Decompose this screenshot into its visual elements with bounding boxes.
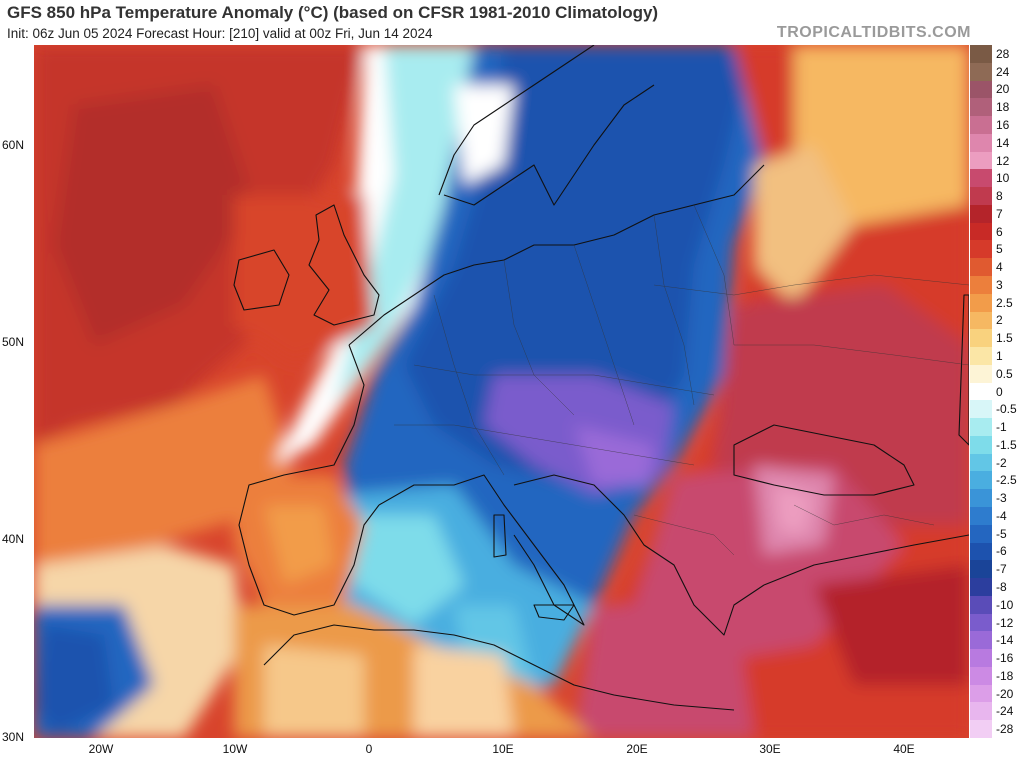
colorbar-label: 10 xyxy=(996,171,1010,186)
colorbar-swatch xyxy=(970,453,992,472)
colorbar-label: 7 xyxy=(996,206,1003,221)
colorbar-label: 16 xyxy=(996,117,1010,132)
lat-label-30n: 30N xyxy=(2,730,25,744)
colorbar-swatch xyxy=(970,133,992,153)
colorbar-swatch xyxy=(970,98,992,117)
anomaly-field xyxy=(34,45,969,738)
colorbar-label: 14 xyxy=(996,135,1010,150)
colorbar-swatch xyxy=(970,400,992,419)
colorbar xyxy=(970,45,992,739)
colorbar-label: 0.5 xyxy=(996,366,1013,381)
colorbar-swatch xyxy=(970,169,992,188)
colorbar-label: 8 xyxy=(996,189,1003,204)
colorbar-swatch xyxy=(970,524,992,544)
colorbar-swatch xyxy=(970,649,992,668)
colorbar-swatch xyxy=(970,702,992,721)
colorbar-swatch xyxy=(970,293,992,313)
lon-label-30e: 30E xyxy=(759,742,781,756)
colorbar-swatch xyxy=(970,684,992,703)
colorbar-label: -7 xyxy=(996,562,1007,577)
colorbar-swatch xyxy=(970,666,992,686)
colorbar-swatch xyxy=(970,613,992,632)
colorbar-swatch xyxy=(970,435,992,455)
colorbar-label: -3 xyxy=(996,491,1007,506)
colorbar-swatch xyxy=(970,507,992,526)
colorbar-swatch xyxy=(970,418,992,437)
forecast-info: Init: 06z Jun 05 2024 Forecast Hour: [21… xyxy=(7,26,433,41)
colorbar-swatch xyxy=(970,62,992,82)
colorbar-label: -8 xyxy=(996,579,1007,594)
colorbar-label: -24 xyxy=(996,704,1014,719)
colorbar-swatch xyxy=(970,560,992,579)
colorbar-label: -5 xyxy=(996,526,1007,541)
lon-label-20w: 20W xyxy=(88,742,114,756)
colorbar-label: 2.5 xyxy=(996,295,1013,310)
colorbar-label: -2 xyxy=(996,455,1007,470)
lat-label-50n: 50N xyxy=(2,335,25,349)
map-title: GFS 850 hPa Temperature Anomaly (°C) (ba… xyxy=(7,3,659,22)
colorbar-label: 4 xyxy=(996,260,1003,275)
colorbar-label: 2 xyxy=(996,313,1003,328)
lon-label-10e: 10E xyxy=(492,742,514,756)
lon-label-10w: 10W xyxy=(222,742,248,756)
colorbar-swatch xyxy=(970,311,992,330)
colorbar-label: -18 xyxy=(996,668,1014,683)
lat-label-60n: 60N xyxy=(2,138,25,152)
colorbar-swatch xyxy=(970,45,992,64)
colorbar-swatch xyxy=(970,720,992,739)
colorbar-label: 1.5 xyxy=(996,331,1013,346)
colorbar-label: -1.5 xyxy=(996,437,1017,452)
colorbar-swatch xyxy=(970,542,992,561)
colorbar-swatch xyxy=(970,151,992,170)
colorbar-label: -6 xyxy=(996,544,1007,559)
colorbar-label: -2.5 xyxy=(996,473,1017,488)
colorbar-label: -0.5 xyxy=(996,402,1017,417)
colorbar-swatch xyxy=(970,578,992,597)
colorbar-swatch xyxy=(970,116,992,135)
colorbar-swatch xyxy=(970,595,992,615)
colorbar-swatch xyxy=(970,258,992,277)
colorbar-label: -28 xyxy=(996,722,1014,737)
colorbar-swatch xyxy=(970,364,992,384)
colorbar-swatch xyxy=(970,347,992,366)
colorbar-label: -20 xyxy=(996,686,1014,701)
colorbar-swatch xyxy=(970,329,992,348)
colorbar-swatch xyxy=(970,382,992,401)
colorbar-label: 1 xyxy=(996,348,1003,363)
colorbar-label: -14 xyxy=(996,633,1014,648)
colorbar-label: -10 xyxy=(996,597,1014,612)
colorbar-label: 12 xyxy=(996,153,1010,168)
colorbar-swatch xyxy=(970,80,992,99)
colorbar-swatch xyxy=(970,222,992,241)
colorbar-swatch xyxy=(970,489,992,508)
colorbar-swatch xyxy=(970,240,992,259)
colorbar-swatch xyxy=(970,631,992,650)
lat-label-40n: 40N xyxy=(2,532,25,546)
colorbar-label: 24 xyxy=(996,64,1010,79)
colorbar-label: 6 xyxy=(996,224,1003,239)
colorbar-label: -4 xyxy=(996,508,1007,523)
anomaly-map xyxy=(34,45,969,738)
colorbar-label: -12 xyxy=(996,615,1014,630)
colorbar-label: -1 xyxy=(996,420,1007,435)
colorbar-label: 0 xyxy=(996,384,1003,399)
colorbar-label: 20 xyxy=(996,82,1010,97)
colorbar-label: 28 xyxy=(996,46,1010,61)
brand-watermark: TROPICALTIDBITS.COM xyxy=(776,24,971,41)
colorbar-swatch xyxy=(970,187,992,206)
lon-label-40e: 40E xyxy=(893,742,915,756)
lon-label-20e: 20E xyxy=(626,742,648,756)
colorbar-label: 18 xyxy=(996,100,1010,115)
lon-label-0: 0 xyxy=(365,742,373,756)
colorbar-swatch xyxy=(970,204,992,224)
colorbar-label: 5 xyxy=(996,242,1003,257)
colorbar-label: 3 xyxy=(996,277,1003,292)
colorbar-label: -16 xyxy=(996,651,1014,666)
colorbar-swatch xyxy=(970,276,992,295)
colorbar-swatch xyxy=(970,471,992,490)
